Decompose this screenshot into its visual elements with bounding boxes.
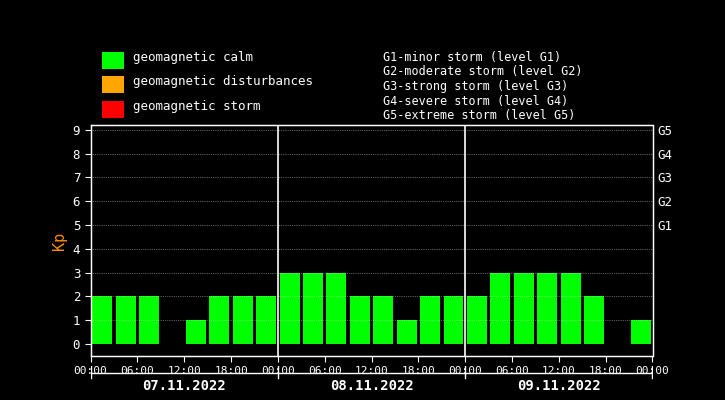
Bar <box>303 273 323 344</box>
Text: 08.11.2022: 08.11.2022 <box>330 379 413 394</box>
Y-axis label: Kp: Kp <box>52 231 67 250</box>
Bar <box>256 296 276 344</box>
Bar <box>373 296 393 344</box>
Text: G4-severe storm (level G4): G4-severe storm (level G4) <box>383 95 568 108</box>
Text: G1-minor storm (level G1): G1-minor storm (level G1) <box>383 51 561 64</box>
Bar <box>280 273 299 344</box>
Bar <box>116 296 136 344</box>
Bar <box>490 273 510 344</box>
Bar <box>210 296 229 344</box>
Bar <box>560 273 581 344</box>
Text: G2-moderate storm (level G2): G2-moderate storm (level G2) <box>383 65 582 78</box>
Bar <box>467 296 487 344</box>
FancyBboxPatch shape <box>102 101 125 118</box>
Bar <box>514 273 534 344</box>
Bar <box>186 320 206 344</box>
Text: geomagnetic calm: geomagnetic calm <box>133 51 253 64</box>
Bar <box>233 296 253 344</box>
FancyBboxPatch shape <box>102 76 125 94</box>
Text: 09.11.2022: 09.11.2022 <box>517 379 601 394</box>
FancyBboxPatch shape <box>102 52 125 69</box>
Bar <box>397 320 417 344</box>
Text: geomagnetic storm: geomagnetic storm <box>133 100 260 113</box>
Bar <box>444 296 463 344</box>
Text: G3-strong storm (level G3): G3-strong storm (level G3) <box>383 80 568 93</box>
Bar <box>92 296 112 344</box>
Text: G5-extreme storm (level G5): G5-extreme storm (level G5) <box>383 109 575 122</box>
Text: 07.11.2022: 07.11.2022 <box>142 379 226 394</box>
Bar <box>326 273 347 344</box>
Bar <box>350 296 370 344</box>
Bar <box>420 296 440 344</box>
Bar <box>584 296 604 344</box>
Bar <box>537 273 557 344</box>
Bar <box>139 296 159 344</box>
Text: geomagnetic disturbances: geomagnetic disturbances <box>133 75 312 88</box>
Bar <box>631 320 651 344</box>
